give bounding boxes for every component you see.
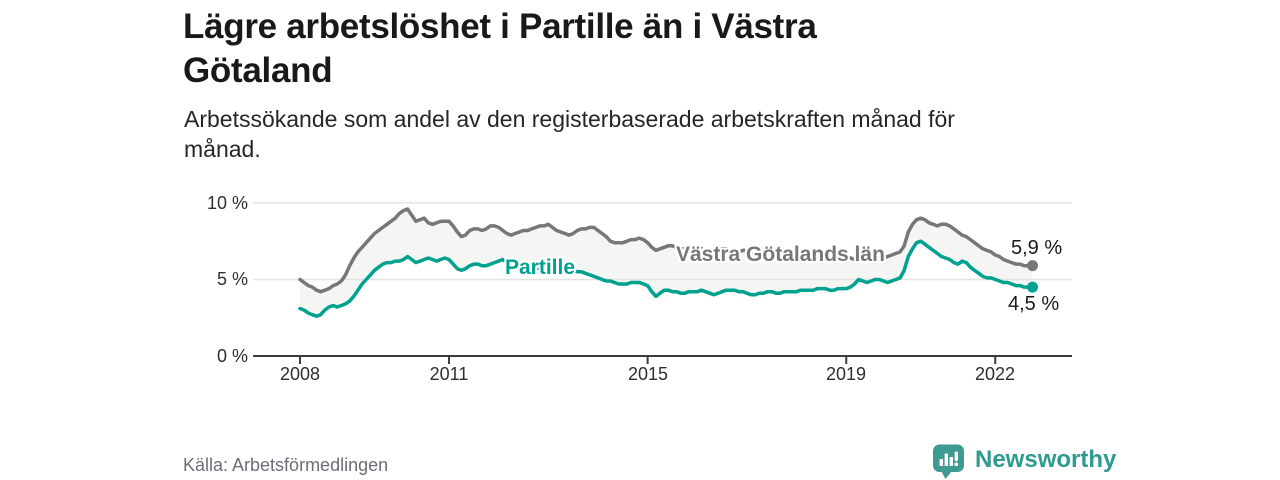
chart-subtitle-line-2: månad. [184, 136, 261, 162]
brand-name: Newsworthy [975, 446, 1117, 473]
newsworthy-chart-bubble-icon [933, 444, 964, 479]
series-end-dot-partille [1026, 281, 1038, 293]
page-title-line-1: Lägre arbetslöshet i Partille än i Västr… [183, 7, 817, 46]
between-series-area [300, 209, 1033, 317]
x-axis-label-2008: 2008 [279, 364, 321, 384]
series-label-vastra-gotalands-lan: Västra Götalands län [676, 243, 885, 266]
unemployment-line-chart [253, 202, 1072, 364]
x-axis-label-2011: 2011 [429, 364, 469, 384]
chart-subtitle-line-1: Arbetssökande som andel av den registerb… [184, 106, 955, 132]
series-line-vastra-gotaland [298, 207, 1035, 294]
end-value-partille: 4,5 % [1008, 293, 1060, 315]
y-axis-label-10: 10 % [206, 193, 248, 213]
series-label-partille: Partille [505, 256, 576, 279]
x-axis-label-2015: 2015 [627, 364, 669, 384]
y-axis-label-5: 5 % [216, 269, 248, 289]
series-line-partille [298, 239, 1035, 318]
end-value-vastra-gotaland: 5,9 % [1011, 237, 1063, 259]
source-credit: Källa: Arbetsförmedlingen [183, 455, 389, 475]
page-title-line-2: Götaland [183, 51, 333, 90]
y-axis-label-0: 0 % [216, 346, 248, 366]
x-axis-label-2019: 2019 [825, 364, 867, 384]
series-end-dot-vastra-gotaland [1026, 260, 1038, 272]
x-axis-label-2022: 2022 [974, 364, 1016, 384]
